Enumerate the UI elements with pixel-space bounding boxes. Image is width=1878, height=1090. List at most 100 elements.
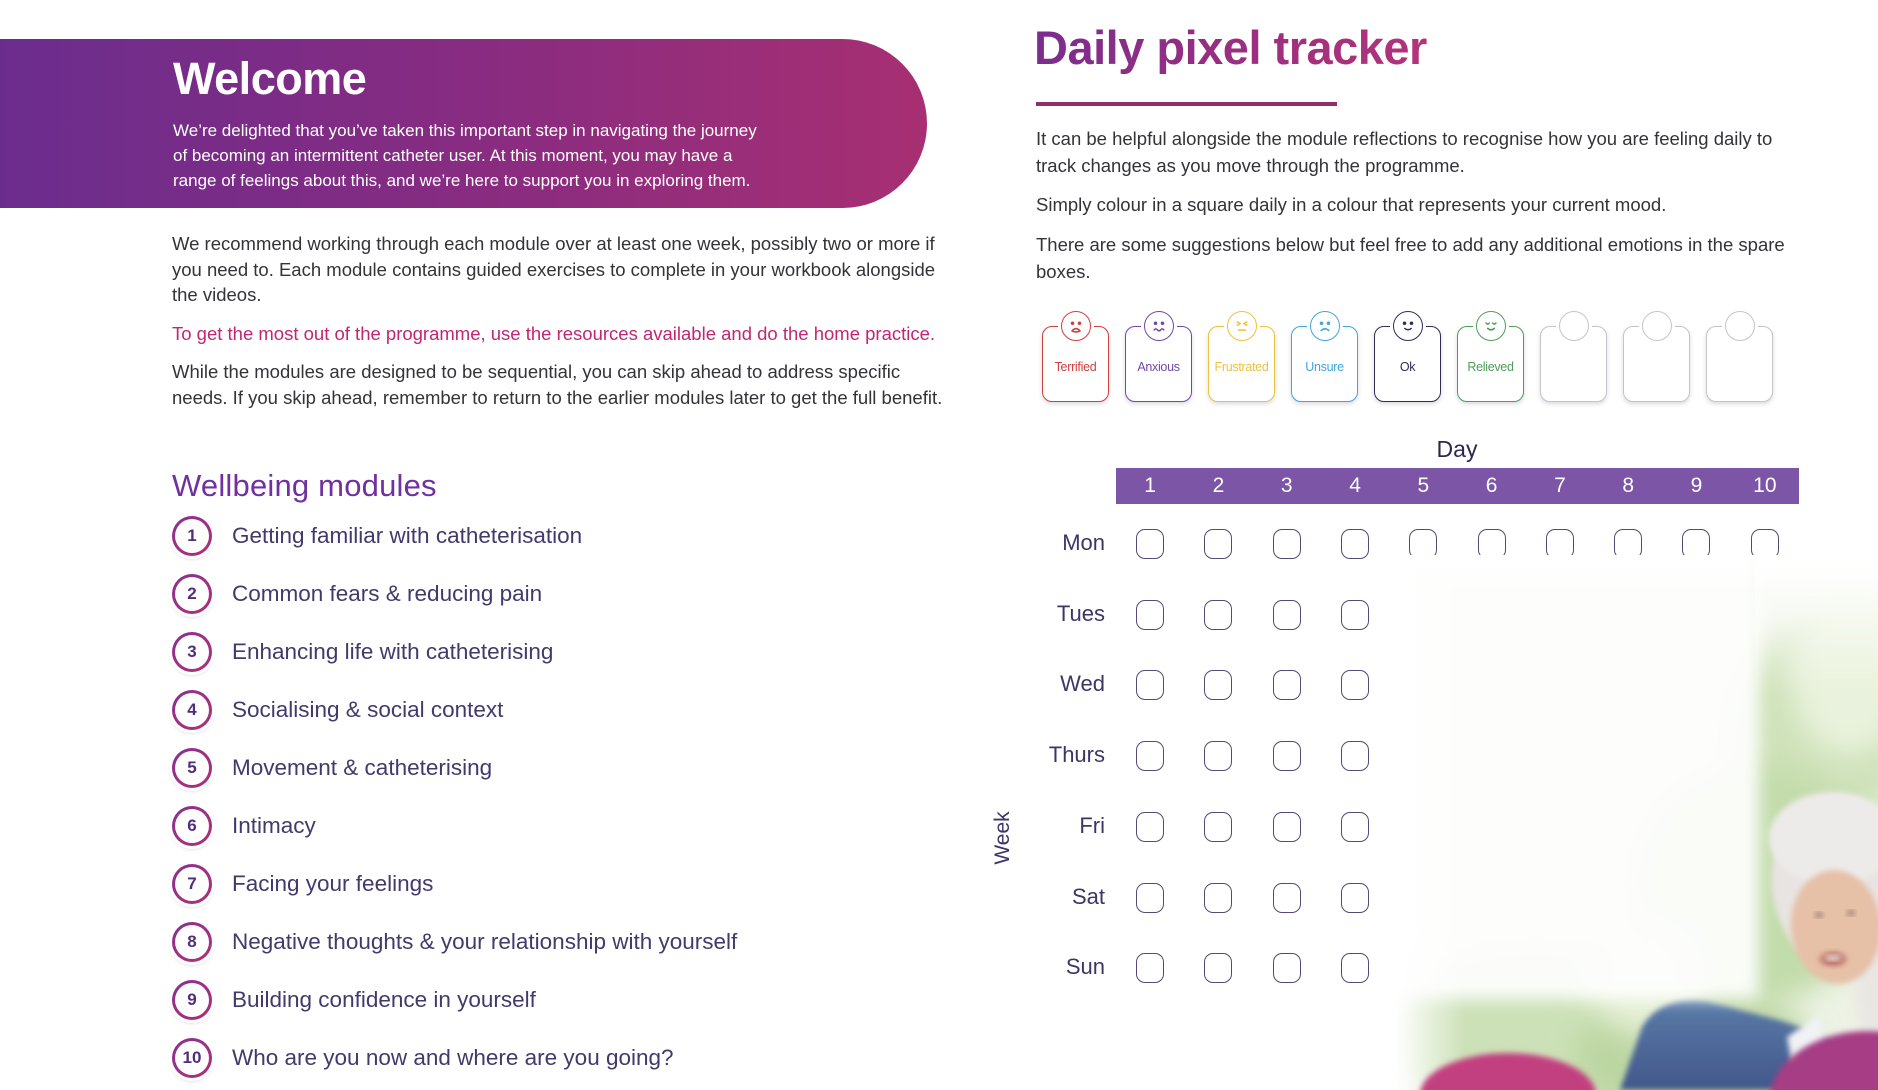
module-label: Enhancing life with catheterising: [232, 639, 554, 664]
module-label: Building confidence in yourself: [232, 987, 536, 1012]
module-list-item: 6 Intimacy: [172, 806, 737, 846]
welcome-banner: Welcome We’re delighted that you’ve take…: [0, 39, 927, 208]
welcome-title: Welcome: [173, 53, 367, 104]
tracker-cell-sat-1[interactable]: [1136, 882, 1164, 913]
mood-card-relieved[interactable]: Relieved: [1457, 311, 1524, 402]
tracker-cell-tues-2[interactable]: [1204, 599, 1233, 630]
module-number-badge: 3: [172, 632, 212, 672]
tracker-cell-mon-7[interactable]: [1545, 529, 1574, 559]
tracker-cell-mon-8[interactable]: [1614, 529, 1643, 559]
mood-face-relieved-icon: [1484, 322, 1497, 331]
module-label: Intimacy: [232, 813, 316, 838]
mood-label: Relieved: [1467, 360, 1514, 374]
wellbeing-modules-heading: Wellbeing modules: [172, 468, 437, 503]
module-number: 8: [187, 932, 197, 951]
mood-face-frustrated-icon: [1235, 321, 1248, 331]
module-label: Common fears & reducing pain: [232, 581, 543, 606]
day-number: 10: [1753, 474, 1777, 497]
tracker-cell-thurs-3[interactable]: [1272, 741, 1301, 772]
tracker-cell-fri-3[interactable]: [1272, 811, 1301, 842]
tracker-cell-sat-3[interactable]: [1272, 882, 1301, 913]
tracker-cell-wed-1[interactable]: [1136, 670, 1164, 701]
row-label-tues: Tues: [1056, 600, 1105, 626]
tracker-cell-fri-2[interactable]: [1204, 811, 1233, 842]
mood-label: Unsure: [1305, 360, 1344, 374]
welcome-intro-line: range of feelings about this, and we’re …: [173, 170, 751, 190]
tracker-cell-wed-4[interactable]: [1340, 670, 1369, 701]
mood-card-ok[interactable]: Ok: [1374, 311, 1441, 402]
mood-face-circle: [1641, 311, 1672, 341]
tracker-cell-sat-2[interactable]: [1204, 882, 1233, 913]
row-label-mon: Mon: [1062, 530, 1105, 555]
module-number: 4: [187, 700, 197, 719]
tracker-intro: It can be helpful alongside the module r…: [1036, 128, 1773, 176]
tracker-cell-thurs-1[interactable]: [1136, 741, 1164, 772]
module-list-item: 2 Common fears & reducing pain: [172, 574, 737, 614]
mood-card-blank[interactable]: [1623, 311, 1690, 402]
mood-card-terrified[interactable]: Terrified: [1042, 311, 1109, 402]
day-axis-label: Day: [1436, 436, 1478, 462]
day-number: 2: [1212, 474, 1225, 497]
mood-card-unsure[interactable]: Unsure: [1291, 311, 1358, 402]
module-list-item: 4 Socialising & social context: [172, 690, 737, 730]
mood-face-circle: [1143, 311, 1174, 341]
mood-label: Terrified: [1054, 360, 1097, 374]
magenta-blobs: [1420, 1031, 1878, 1090]
tracker-cell-fri-1[interactable]: [1136, 811, 1164, 842]
mood-card-anxious[interactable]: Anxious: [1125, 311, 1192, 402]
tracker-cell-sun-1[interactable]: [1136, 953, 1164, 984]
welcome-intro-line: We’re delighted that you’ve taken this i…: [173, 120, 757, 140]
welcome-body: We recommend working through each module…: [172, 231, 950, 423]
wellbeing-modules-list: 1 Getting familiar with catheterisation 2 C…: [172, 516, 737, 1078]
mood-face-circle: [1724, 311, 1755, 341]
tracker-cell-sun-2[interactable]: [1204, 953, 1233, 984]
tracker-cell-tues-1[interactable]: [1136, 599, 1164, 630]
tracker-cell-thurs-4[interactable]: [1340, 741, 1369, 772]
mood-card-frustrated[interactable]: Frustrated: [1208, 311, 1275, 402]
tracker-cell-mon-1[interactable]: [1136, 529, 1164, 559]
module-number: 7: [187, 874, 197, 893]
mood-card-blank[interactable]: [1706, 311, 1773, 402]
module-number-badge: 1: [172, 516, 212, 556]
tracker-cell-tues-3[interactable]: [1272, 599, 1301, 630]
day-number: 7: [1554, 474, 1566, 497]
module-list-item: 1 Getting familiar with catheterisation: [172, 516, 737, 556]
title-underline: [1036, 102, 1337, 106]
tracker-cell-mon-4[interactable]: [1340, 529, 1369, 559]
welcome-intro-line: of becoming an intermittent catheter use…: [173, 145, 733, 165]
mood-face-blank-icon: [1729, 315, 1751, 337]
tracker-highlight: Simply colour in a square daily in a col…: [1036, 194, 1667, 215]
tracker-cell-mon-10[interactable]: [1750, 529, 1779, 559]
tracker-cell-wed-3[interactable]: [1272, 670, 1301, 701]
tracker-cell-mon-2[interactable]: [1204, 529, 1233, 559]
row-label-sun: Sun: [1065, 954, 1105, 980]
tracker-cell-wed-2[interactable]: [1204, 670, 1233, 701]
week-axis-label: Week: [991, 811, 1014, 865]
module-label: Facing your feelings: [232, 871, 434, 896]
module-label: Getting familiar with catheterisation: [232, 523, 583, 548]
tracker-cell-mon-3[interactable]: [1272, 529, 1301, 559]
daily-pixel-tracker-title: Daily pixel tracker: [1034, 21, 1427, 74]
mood-face-blank-icon: [1563, 315, 1585, 337]
module-list-item: 8 Negative thoughts & your relationship w…: [172, 922, 737, 962]
tracker-cell-sun-4[interactable]: [1340, 953, 1369, 984]
tracker-cell-fri-4[interactable]: [1340, 811, 1369, 842]
module-list-item: 10 Who are you now and where are you goin…: [172, 1038, 737, 1078]
mood-face-circle: [1475, 311, 1506, 341]
mood-face-anxious-icon: [1152, 321, 1165, 332]
module-list-item: 7 Facing your feelings: [172, 864, 737, 904]
mood-face-circle: [1392, 311, 1423, 341]
tracker-cell-tues-4[interactable]: [1340, 599, 1369, 630]
lifestyle-photo: [1395, 555, 1878, 1090]
tracker-cell-sun-3[interactable]: [1272, 953, 1301, 984]
tracker-cell-thurs-2[interactable]: [1204, 741, 1233, 772]
mood-card-blank[interactable]: [1540, 311, 1607, 402]
module-list-item: 5 Movement & catheterising: [172, 748, 737, 788]
module-list-item: 3 Enhancing life with catheterising: [172, 632, 737, 672]
tracker-cell-sat-4[interactable]: [1340, 882, 1369, 913]
tracker-note: There are some suggestions below but fee…: [1036, 234, 1785, 282]
day-number: 6: [1485, 474, 1498, 497]
module-number: 6: [187, 816, 197, 835]
tracker-cell-mon-9[interactable]: [1682, 529, 1711, 559]
